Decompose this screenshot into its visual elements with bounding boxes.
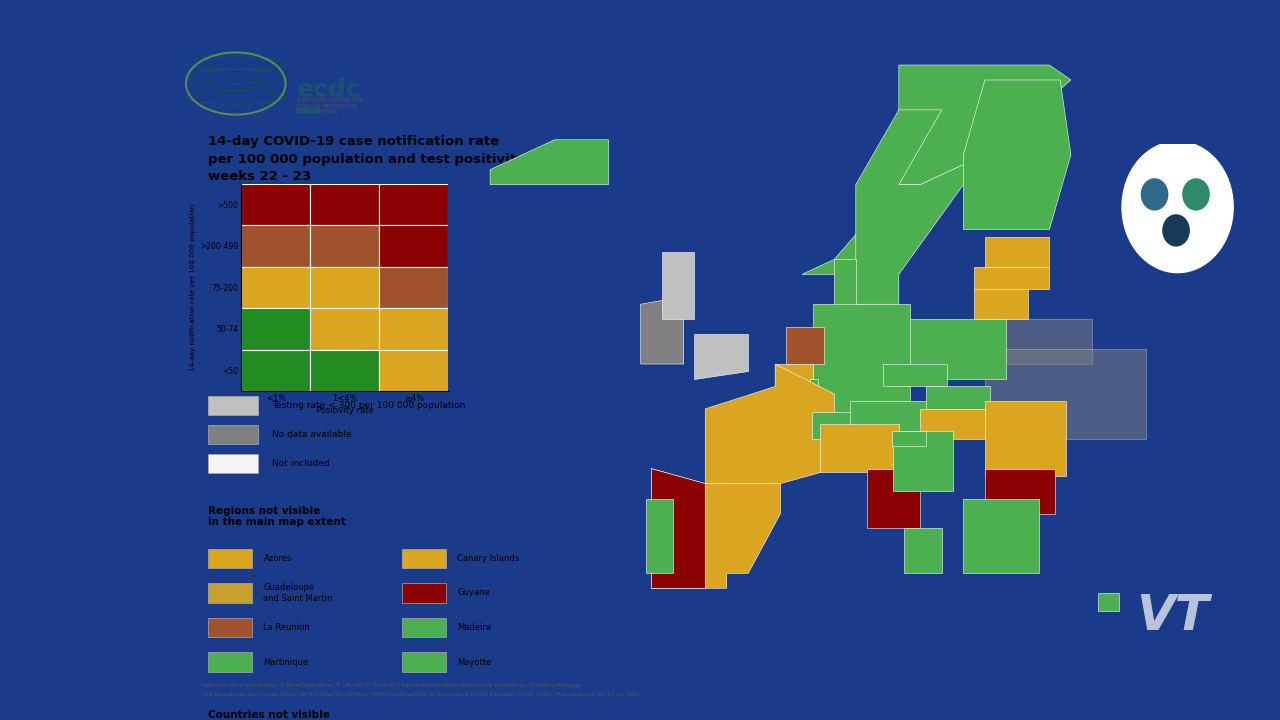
Text: Guadeloupe
and Saint Martin: Guadeloupe and Saint Martin [264, 583, 333, 603]
Bar [242, 225, 310, 266]
Polygon shape [786, 327, 823, 364]
FancyBboxPatch shape [209, 618, 252, 637]
Bar [310, 350, 379, 391]
Text: No data available: No data available [273, 430, 352, 439]
Bar [310, 266, 379, 308]
Polygon shape [904, 528, 942, 573]
Text: The boundaries and names shown on this map do not imply official endorsement or : The boundaries and names shown on this m… [202, 693, 640, 697]
Polygon shape [984, 469, 1055, 513]
FancyBboxPatch shape [209, 454, 259, 473]
Bar [242, 266, 310, 308]
Polygon shape [1098, 593, 1119, 611]
FancyBboxPatch shape [402, 652, 447, 672]
Polygon shape [812, 412, 861, 438]
Polygon shape [662, 252, 695, 319]
Text: Canary Islands: Canary Islands [457, 554, 520, 563]
Text: per 100 000 population and test positivity, EU/EEA: per 100 000 population and test positivi… [209, 153, 586, 166]
Polygon shape [856, 110, 984, 305]
Polygon shape [964, 498, 1038, 573]
FancyBboxPatch shape [402, 583, 447, 603]
Text: Guyane: Guyane [457, 588, 490, 598]
Polygon shape [490, 140, 608, 184]
Polygon shape [984, 237, 1050, 267]
Text: ecdc: ecdc [297, 78, 361, 102]
Polygon shape [984, 349, 1146, 438]
FancyBboxPatch shape [402, 618, 447, 637]
FancyBboxPatch shape [209, 583, 252, 603]
Text: 14-day COVID-19 case notification rate: 14-day COVID-19 case notification rate [209, 135, 499, 148]
Polygon shape [835, 259, 856, 319]
Bar [310, 225, 379, 266]
Polygon shape [974, 289, 1028, 319]
Bar [379, 184, 448, 225]
Text: Azores: Azores [264, 554, 292, 563]
Bar [379, 350, 448, 391]
Text: Regions not visible
in the main map extent: Regions not visible in the main map exte… [209, 506, 346, 528]
Polygon shape [705, 364, 835, 484]
Polygon shape [850, 401, 931, 431]
Bar [310, 308, 379, 350]
Polygon shape [1001, 319, 1092, 364]
Text: weeks 22 - 23: weeks 22 - 23 [209, 170, 311, 183]
Text: La Reunion: La Reunion [264, 623, 310, 632]
Polygon shape [820, 424, 899, 472]
Polygon shape [883, 364, 947, 387]
Text: Countries not visible
in the main map extent: Countries not visible in the main map ex… [209, 710, 346, 720]
Bar [310, 184, 379, 225]
FancyBboxPatch shape [209, 652, 252, 672]
Text: DISEASE PREVENTION: DISEASE PREVENTION [297, 104, 357, 109]
FancyBboxPatch shape [209, 425, 259, 444]
Polygon shape [776, 364, 813, 387]
Circle shape [1162, 215, 1190, 246]
FancyBboxPatch shape [209, 396, 259, 415]
Polygon shape [867, 469, 920, 528]
Polygon shape [641, 297, 684, 364]
Y-axis label: 14-day notification rate per 100 000 population: 14-day notification rate per 100 000 pop… [191, 204, 196, 371]
Polygon shape [899, 319, 1006, 379]
Polygon shape [974, 267, 1050, 289]
Polygon shape [646, 498, 673, 573]
Polygon shape [920, 409, 991, 438]
Text: VT: VT [1137, 592, 1208, 639]
Text: Madeira: Madeira [457, 623, 492, 632]
Polygon shape [893, 431, 952, 491]
Text: Testing rate < 300 per 100 000 population: Testing rate < 300 per 100 000 populatio… [273, 401, 466, 410]
Polygon shape [964, 80, 1071, 230]
Bar [242, 350, 310, 391]
Circle shape [1183, 178, 1210, 210]
Polygon shape [813, 305, 910, 424]
Polygon shape [803, 65, 1071, 274]
FancyBboxPatch shape [402, 549, 447, 568]
Text: Not included: Not included [273, 459, 330, 468]
Bar [242, 308, 310, 350]
Bar [379, 225, 448, 266]
FancyBboxPatch shape [209, 549, 252, 568]
Polygon shape [695, 334, 749, 379]
Circle shape [1119, 138, 1236, 276]
Polygon shape [652, 469, 781, 588]
Polygon shape [925, 387, 991, 409]
Text: Mayotte: Mayotte [457, 657, 492, 667]
Text: EUROPEAN CENTRE FOR: EUROPEAN CENTRE FOR [297, 99, 362, 103]
Circle shape [1140, 178, 1169, 210]
Bar [242, 184, 310, 225]
Polygon shape [984, 401, 1065, 476]
Polygon shape [652, 469, 705, 588]
Bar [379, 308, 448, 350]
Text: AND CONTROL: AND CONTROL [297, 109, 337, 114]
Polygon shape [892, 431, 925, 446]
Bar [296, 109, 320, 114]
Polygon shape [809, 379, 818, 388]
Text: Martinique: Martinique [264, 657, 308, 667]
Text: Administrative boundaries: © EuroGeographics © UN-FAO © Turkstat ©Kartverket©Ins: Administrative boundaries: © EuroGeograp… [202, 683, 581, 688]
X-axis label: Positivity rate: Positivity rate [316, 405, 374, 415]
Bar [379, 266, 448, 308]
